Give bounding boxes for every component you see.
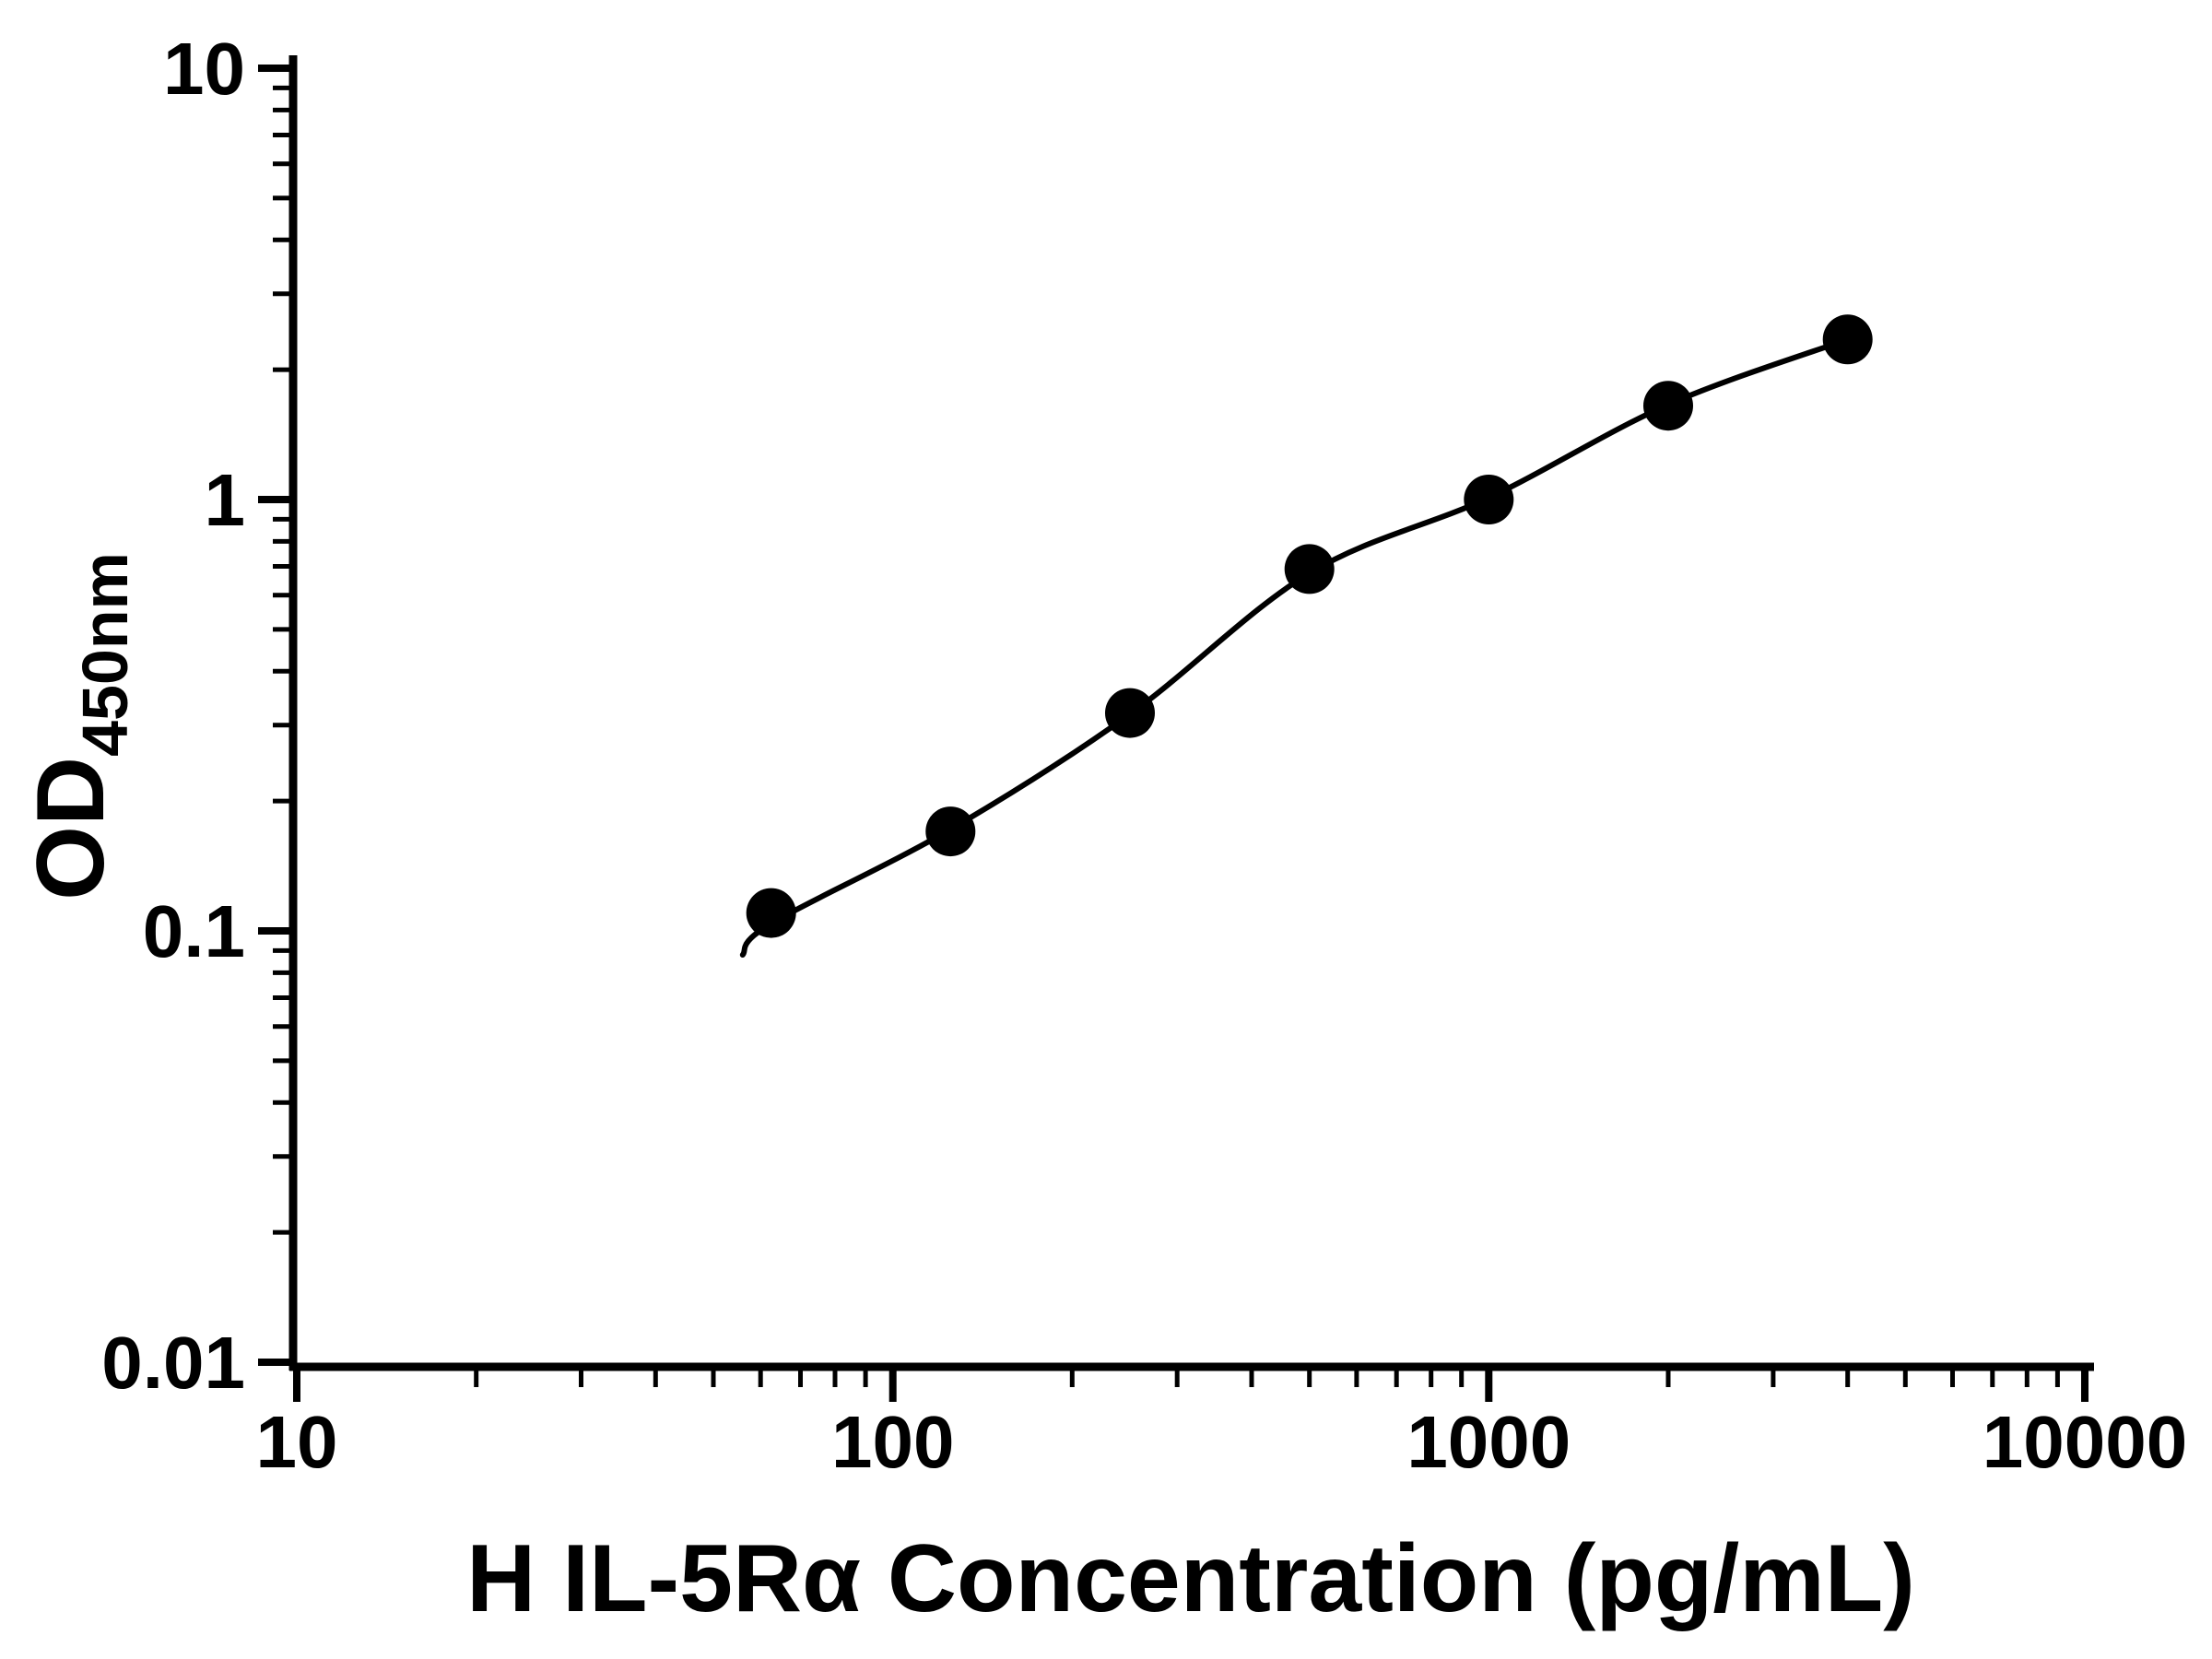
y-axis-title: OD450nm: [18, 552, 141, 900]
data-point: [1822, 314, 1873, 365]
data-series: [739, 314, 1873, 958]
data-point: [925, 806, 976, 857]
axes: 10 100 1000 10000 0.01 0.1 1 10: [101, 28, 2187, 1483]
x-tick-label: 100: [831, 1401, 954, 1483]
data-point: [1105, 688, 1155, 738]
x-tick-label: 10: [256, 1401, 338, 1483]
y-tick-label: 0.1: [143, 890, 245, 972]
data-point: [1284, 544, 1335, 594]
data-point: [1643, 381, 1693, 431]
x-tick-label: 10000: [1983, 1401, 2187, 1483]
data-point: [746, 888, 796, 938]
data-point: [1464, 475, 1514, 524]
y-tick-label: 1: [205, 459, 246, 541]
y-tick-label: 0.01: [101, 1322, 245, 1404]
y-axis-title-main: OD: [18, 757, 124, 900]
y-tick-label: 10: [163, 28, 245, 110]
fit-curve: [739, 336, 1851, 958]
x-tick-label: 1000: [1406, 1401, 1571, 1483]
y-axis-title-sub: 450nm: [69, 552, 141, 757]
x-axis-title: H IL-5Rα Concentration (pg/mL): [466, 1525, 1915, 1632]
